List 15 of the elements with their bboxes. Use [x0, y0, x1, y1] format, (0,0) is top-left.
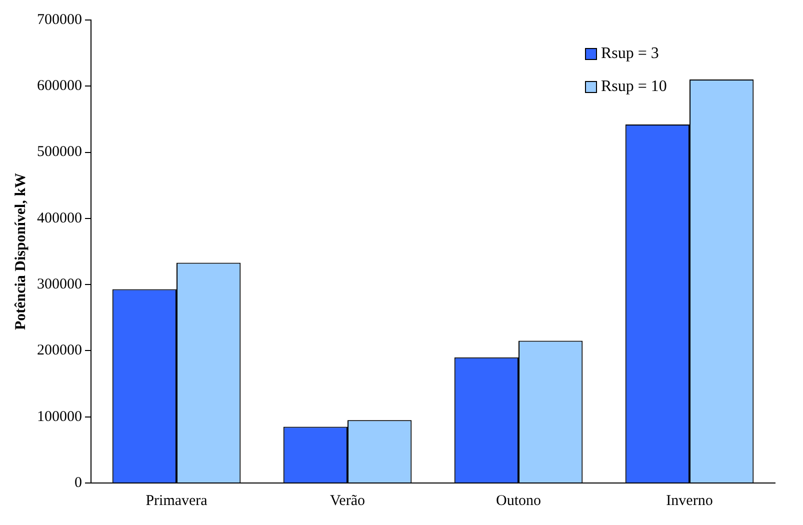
y-tick-label: 300000 [37, 276, 82, 293]
y-axis-title: Potência Disponível, kW [12, 172, 29, 330]
legend-label: Rsup = 3 [601, 45, 659, 62]
y-tick-label: 700000 [37, 12, 82, 28]
x-tick-label: Outono [496, 492, 541, 509]
y-tick-label: 500000 [37, 144, 82, 160]
x-tick-label: Primavera [146, 492, 208, 509]
y-tick-label: 200000 [37, 342, 82, 359]
y-tick-label: 600000 [37, 78, 82, 94]
x-tick-label: Inverno [666, 492, 713, 509]
y-tick-label: 400000 [37, 210, 82, 226]
y-tick-label: 0 [74, 474, 82, 491]
legend-label: Rsup = 10 [601, 78, 667, 96]
y-tick-label: 100000 [37, 408, 82, 425]
x-tick-label: Verão [330, 492, 365, 509]
